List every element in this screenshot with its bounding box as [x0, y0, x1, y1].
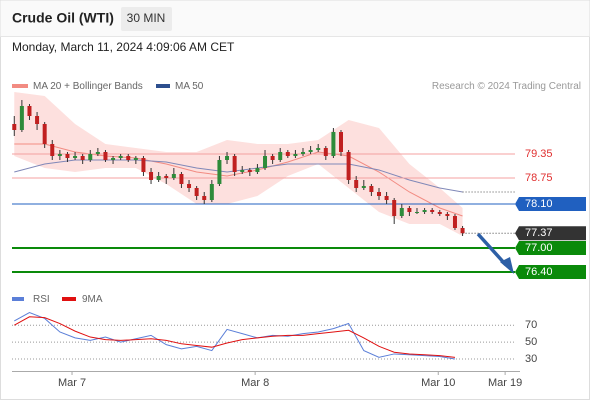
candle-body	[323, 148, 328, 156]
candle-body	[460, 228, 465, 234]
interval-box[interactable]	[121, 7, 172, 31]
candle-body	[118, 156, 123, 158]
candle-body	[12, 124, 17, 130]
candle-body	[452, 216, 457, 228]
candle-body	[414, 212, 419, 213]
candle-body	[247, 170, 252, 172]
candle-body	[240, 170, 245, 172]
candle-body	[194, 188, 199, 196]
legend-label: RSI	[33, 294, 50, 305]
candle-body	[331, 132, 336, 156]
candle-body	[126, 156, 131, 160]
candle-body	[270, 156, 275, 160]
candle-body	[263, 156, 268, 168]
candle-body	[346, 152, 351, 180]
candle-body	[232, 156, 237, 172]
candle-body	[308, 150, 313, 152]
candle-body	[95, 152, 100, 154]
candle-body	[27, 106, 32, 116]
y-tick-label: 50	[525, 336, 537, 348]
chart-title: Crude Oil (WTI)	[12, 10, 114, 26]
candle-body	[437, 212, 442, 214]
candle-body	[187, 184, 192, 188]
timestamp: Monday, March 11, 2024 4:09:06 AM CET	[12, 40, 235, 54]
candle-body	[73, 156, 78, 158]
legend-label: MA 20 + Bollinger Bands	[33, 81, 143, 92]
candle-body	[103, 152, 108, 160]
forecast-arrow	[476, 232, 514, 274]
legend-swatch	[156, 84, 170, 88]
candle-body	[278, 152, 283, 160]
legend-label: MA 50	[175, 81, 204, 92]
candle-body	[255, 168, 260, 172]
x-tick-label: Mar 8	[241, 377, 269, 389]
candle-body	[19, 106, 24, 130]
candle-body	[179, 174, 184, 184]
rsi-line	[14, 311, 456, 360]
level-box	[515, 241, 586, 255]
candle-body	[141, 158, 146, 172]
candle-body	[209, 184, 214, 200]
candle-body	[285, 152, 290, 156]
legend-label: 9MA	[82, 294, 103, 305]
candle-body	[65, 154, 70, 158]
level-label: 77.37	[525, 227, 553, 239]
candle-body	[445, 214, 450, 216]
candle-body	[164, 176, 169, 178]
y-tick-label: 70	[525, 319, 537, 331]
candle-body	[80, 156, 85, 160]
candle-body	[156, 176, 161, 180]
legend-swatch	[62, 297, 76, 301]
candle-body	[225, 156, 230, 160]
interval[interactable]: 30 MIN	[127, 11, 166, 25]
x-tick-label: Mar 19	[488, 377, 522, 389]
bollinger-band	[14, 92, 463, 236]
candle-body	[111, 158, 116, 160]
legend-swatch	[12, 84, 28, 88]
candle-body	[217, 160, 222, 184]
candle-body	[339, 132, 344, 152]
legend-swatch	[12, 297, 24, 301]
level-box	[515, 226, 586, 241]
candle-body	[430, 210, 435, 212]
level-label: 77.00	[525, 242, 553, 254]
candle-body	[133, 158, 138, 160]
source: Research © 2024 Trading Central	[432, 81, 581, 92]
candle-body	[202, 196, 207, 200]
x-tick-label: Mar 10	[421, 377, 455, 389]
candle-body	[42, 124, 47, 144]
level-box	[515, 265, 586, 279]
level-label: 78.75	[525, 172, 553, 184]
candle-body	[316, 148, 321, 150]
level-box	[515, 197, 586, 211]
candle-body	[392, 200, 397, 216]
candle-body	[149, 172, 154, 180]
candle-body	[376, 192, 381, 196]
candle-body	[57, 154, 62, 156]
candle-body	[88, 154, 93, 160]
candle-body	[384, 196, 389, 200]
candle-body	[369, 186, 374, 192]
y-tick-label: 30	[525, 353, 537, 365]
x-tick-label: Mar 7	[58, 377, 86, 389]
candle-body	[399, 208, 404, 216]
level-label: 78.10	[525, 198, 553, 210]
rsi-line	[14, 316, 456, 358]
level-label: 79.35	[525, 148, 553, 160]
level-label: 76.40	[525, 266, 553, 278]
candle-body	[50, 144, 55, 156]
header-bar	[0, 0, 590, 37]
candle-body	[407, 208, 412, 212]
candle-body	[293, 154, 298, 156]
candle-body	[301, 152, 306, 154]
candle-body	[354, 180, 359, 188]
candle-body	[361, 186, 366, 188]
candle-body	[422, 210, 427, 212]
candle-body	[171, 174, 176, 178]
candle-body	[35, 116, 40, 124]
